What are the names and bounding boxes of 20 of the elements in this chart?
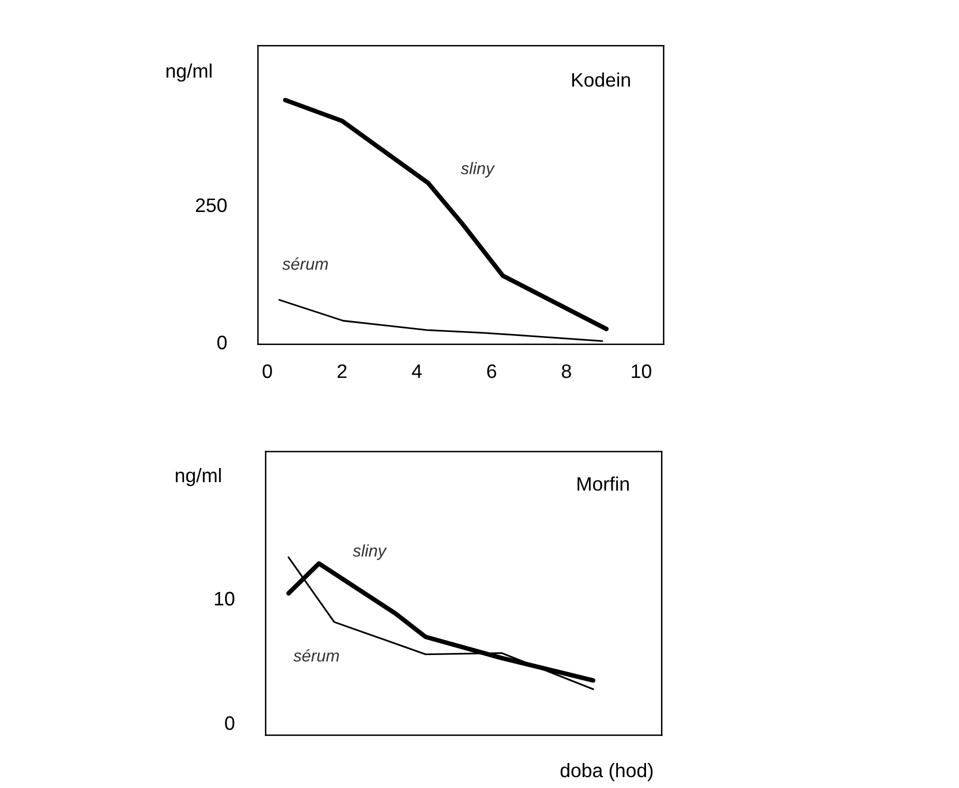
x-axis-title: doba (hod) [560,763,653,782]
x-tick-label: 10 [632,364,652,378]
series-label: sérum [282,257,328,270]
x-tick-label: 6 [487,364,496,378]
x-tick-label: 0 [262,364,272,378]
y-axis-title: ng/ml [166,64,212,82]
y-axis-title: ng/ml [176,468,221,486]
series-label: sliny [460,162,495,178]
y-tick-label: 0 [225,716,234,730]
text: Kodein [572,72,630,87]
x-tick-label: 8 [562,364,571,378]
series-label: sliny [352,544,387,560]
x-tick-label: 2 [338,364,347,378]
line-series [283,98,609,332]
x-tick-label: 4 [412,364,422,378]
text: Morfin [578,476,629,491]
y-tick-label: 250 [196,198,227,212]
series-label: sérum [293,649,339,662]
y-tick-label: 0 [217,336,227,350]
y-tick-label: 10 [214,592,234,606]
